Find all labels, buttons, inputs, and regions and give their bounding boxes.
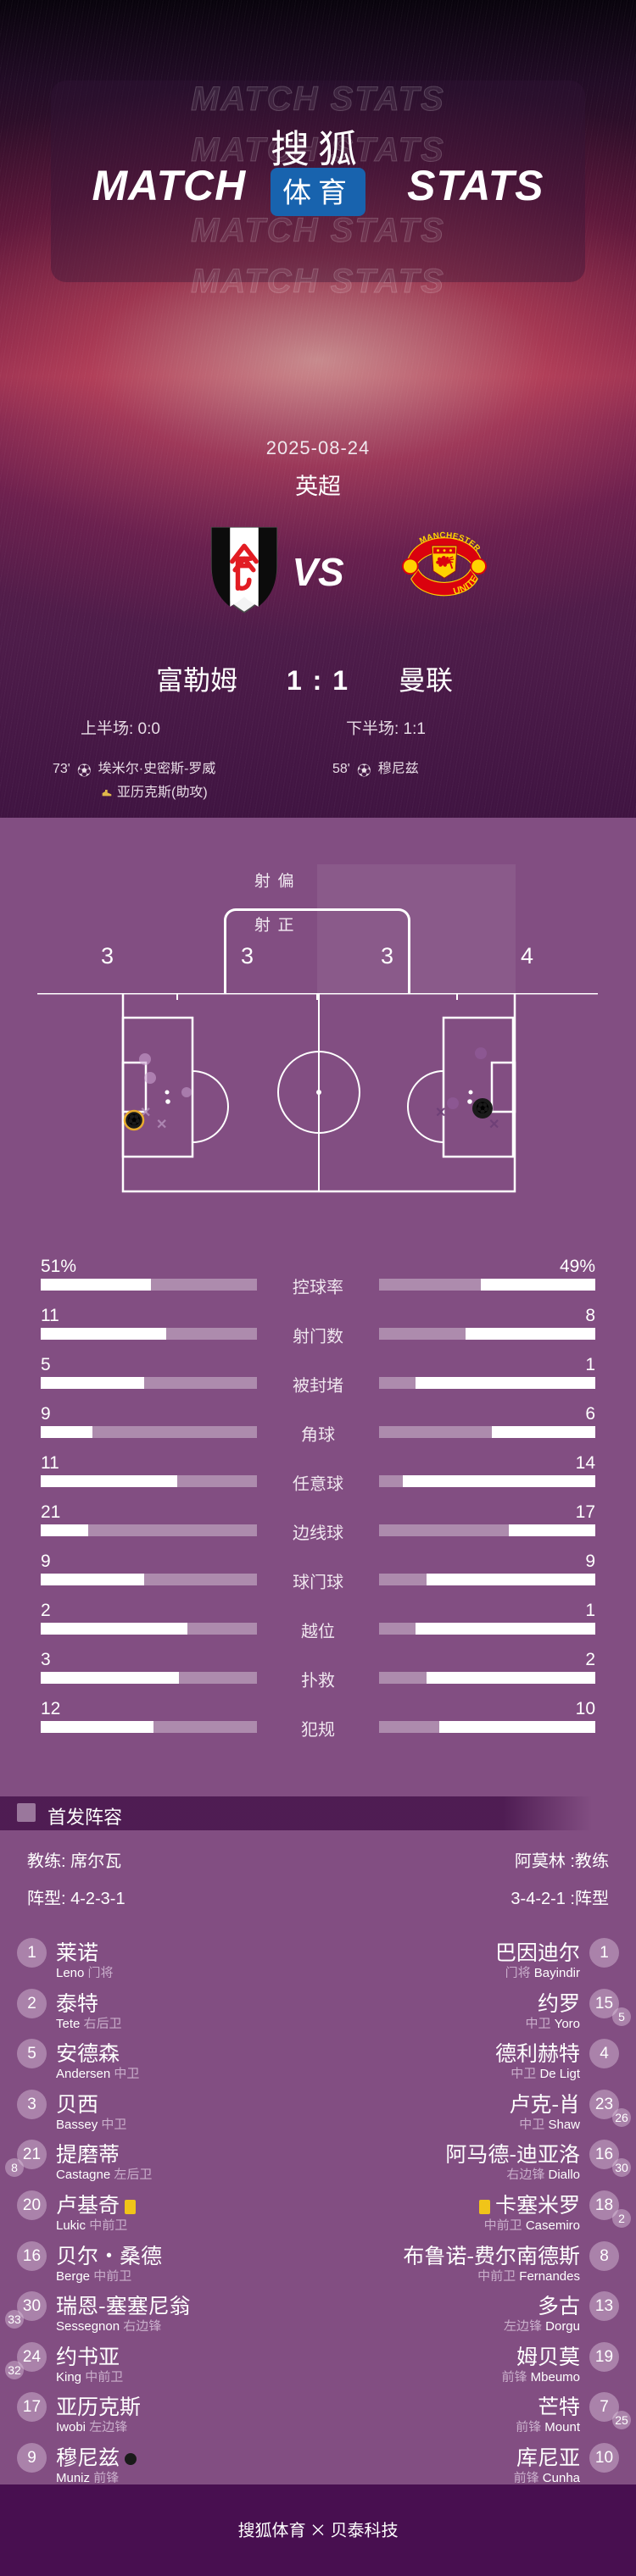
- svg-text:⚽: ⚽: [476, 1102, 488, 1116]
- svg-text:✕: ✕: [488, 1118, 499, 1132]
- svg-text:✕: ✕: [435, 1106, 446, 1120]
- svg-text:✕: ✕: [156, 1118, 167, 1132]
- svg-text:⚽: ⚽: [127, 1113, 140, 1128]
